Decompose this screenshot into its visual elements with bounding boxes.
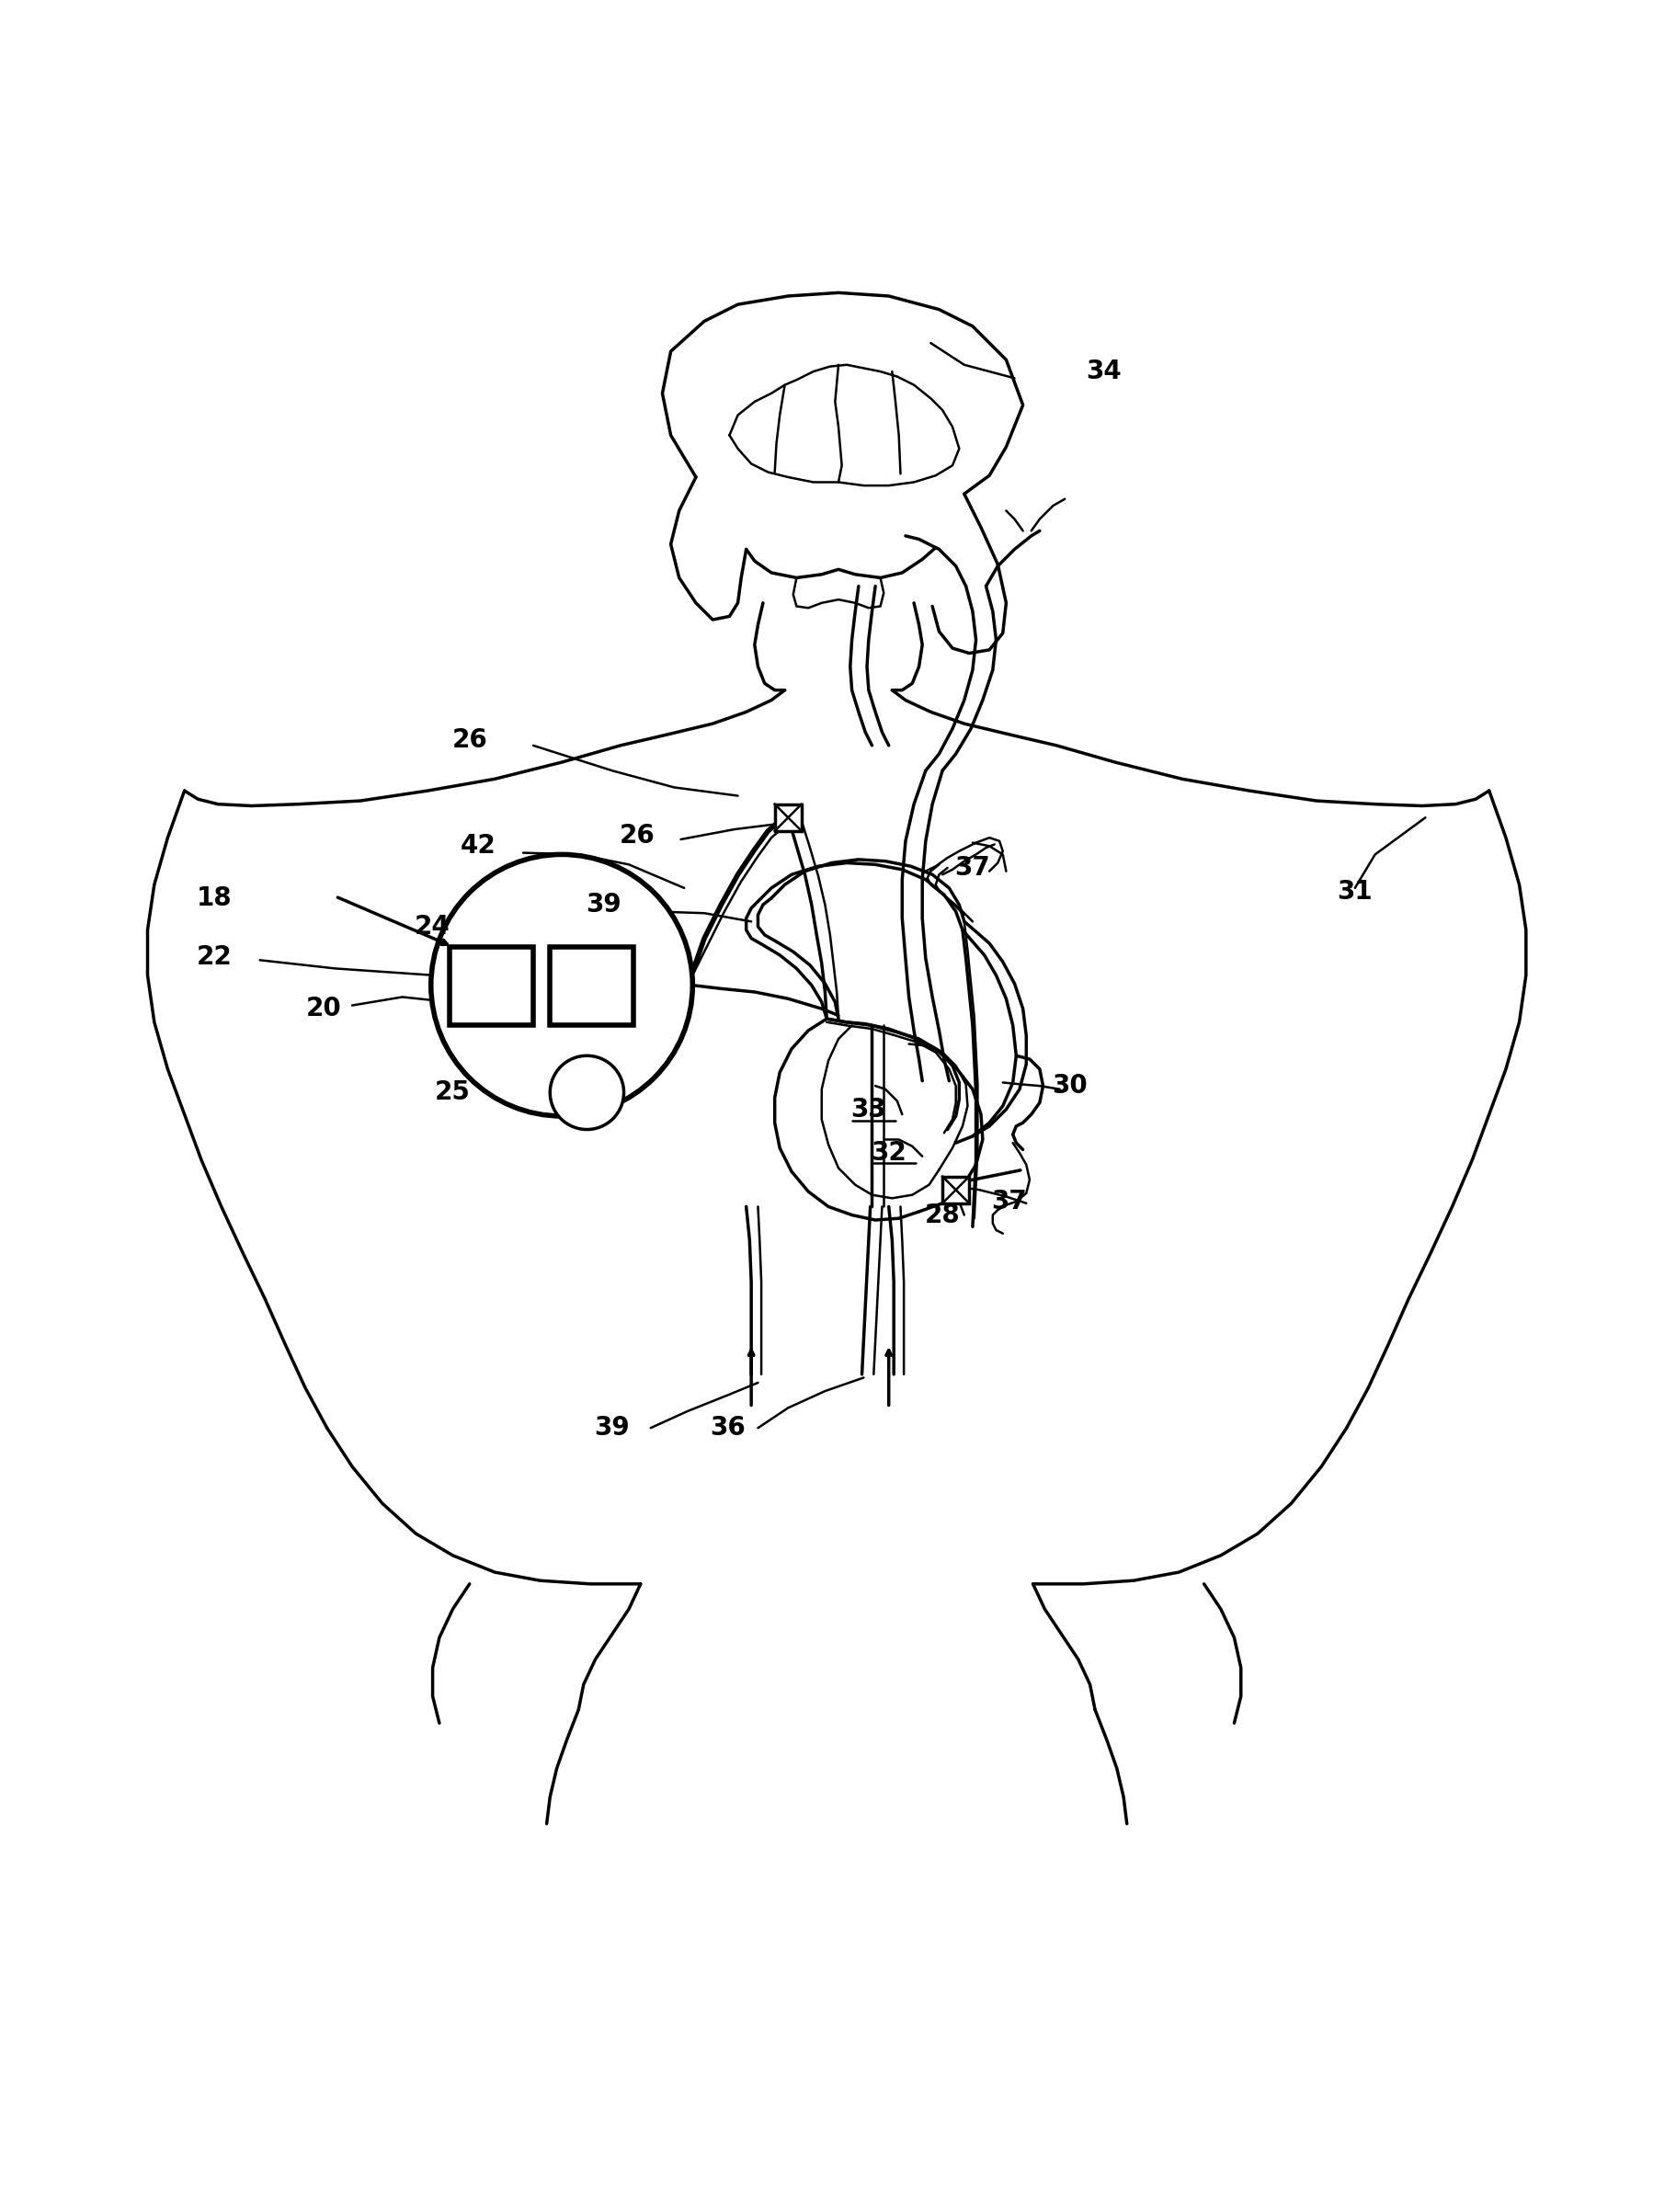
Text: 39: 39	[593, 1416, 630, 1440]
Text: 26: 26	[451, 728, 488, 754]
Text: 37: 37	[991, 1188, 1027, 1214]
Text: 32: 32	[870, 1139, 907, 1166]
Text: 34: 34	[1084, 358, 1121, 385]
Text: 37: 37	[954, 856, 991, 880]
Bar	[942, 1177, 969, 1203]
Bar	[774, 805, 801, 832]
Text: 24: 24	[414, 914, 451, 940]
Text: 18: 18	[196, 885, 233, 911]
Bar	[449, 947, 533, 1026]
Text: 20: 20	[305, 995, 342, 1022]
Text: 39: 39	[585, 891, 622, 918]
Text: 33: 33	[850, 1097, 887, 1121]
Text: 31: 31	[1336, 878, 1373, 905]
Text: 25: 25	[434, 1079, 471, 1106]
Circle shape	[550, 1055, 623, 1130]
Bar	[550, 947, 634, 1026]
Text: 28: 28	[923, 1201, 960, 1228]
Text: 42: 42	[459, 834, 496, 858]
Text: 22: 22	[196, 945, 233, 969]
Text: 30: 30	[1051, 1073, 1088, 1099]
Circle shape	[431, 854, 692, 1117]
Text: 26: 26	[618, 823, 655, 849]
Text: 36: 36	[709, 1416, 746, 1440]
